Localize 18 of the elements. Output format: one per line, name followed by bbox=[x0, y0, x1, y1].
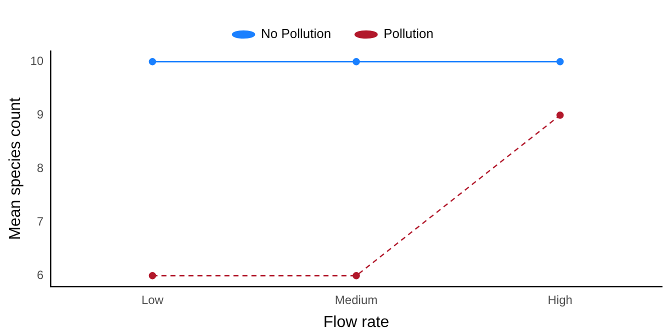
y-axis-title: Mean species count bbox=[7, 96, 24, 240]
x-tick-label: High bbox=[548, 292, 572, 307]
point bbox=[148, 272, 156, 280]
point bbox=[352, 272, 360, 280]
y-tick-label: 8 bbox=[36, 161, 44, 176]
y-tick-label: 10 bbox=[30, 54, 44, 68]
point bbox=[352, 58, 360, 66]
point bbox=[148, 58, 156, 66]
y-tick-label: 9 bbox=[36, 108, 44, 122]
x-tick-label: Medium bbox=[334, 292, 378, 307]
y-tick-label: 6 bbox=[36, 268, 44, 282]
point bbox=[556, 58, 564, 66]
x-axis-title: Flow rate bbox=[323, 314, 390, 331]
y-tick-label: 7 bbox=[36, 214, 44, 229]
x-tick-label: Low bbox=[141, 292, 164, 307]
legend-label: No Pollution bbox=[261, 26, 332, 42]
legend-label: Pollution bbox=[384, 26, 434, 42]
point bbox=[556, 112, 564, 119]
